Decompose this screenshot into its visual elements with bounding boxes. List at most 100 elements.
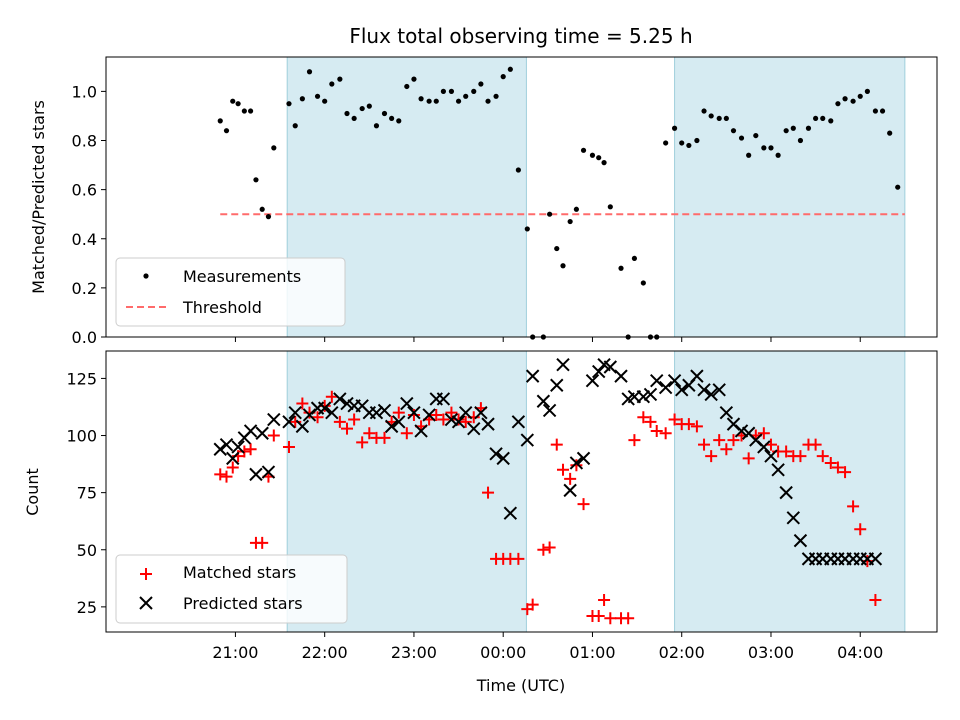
predicted-star-marker [757,440,771,454]
matched-star-marker [550,438,563,451]
predicted-star-marker [576,451,591,466]
matched-star-marker [378,431,391,444]
measurement-point [259,206,265,212]
x-tick-label: 03:00 [748,643,794,662]
predicted-star-marker [474,405,488,420]
measurement-point [671,125,678,131]
measurement-point [820,115,826,122]
predicted-star-marker [340,396,354,411]
measurement-point [217,118,223,124]
predicted-star-marker [511,415,526,429]
predicted-star-marker [333,392,347,406]
measurement-point [381,110,388,117]
shaded-observing-period [674,56,906,338]
top-shaded-periods [286,56,906,338]
measurement-point [463,93,469,99]
matched-star-marker [705,450,718,463]
matched-star-marker [847,500,860,513]
x-tick-label: 21:00 [212,643,258,662]
measurement-point [879,108,886,114]
measurement-point [515,167,521,173]
x-tick-label: 01:00 [569,643,615,662]
matched-star-marker [682,418,695,431]
bottom-y-axis: 25 50 75 100 125 [66,369,106,617]
predicted-star-marker [556,357,570,372]
matched-star-marker [622,612,635,625]
predicted-star-marker [542,403,557,418]
predicted-stars-points [213,357,883,566]
predicted-star-marker [550,378,564,392]
predicted-star-marker [675,383,689,397]
measurement-point [411,76,417,82]
measurement-point [761,145,767,151]
measurement-point [775,152,781,158]
y-tick-label: 0.6 [72,181,97,200]
shaded-observing-period [674,350,906,633]
predicted-star-marker [636,389,651,404]
matched-star-marker [482,486,495,499]
matched-star-marker [296,397,309,410]
measurement-point [554,245,560,252]
predicted-star-marker [467,421,481,436]
measurement-point [842,96,848,102]
bottom-y-axis-label: Count [23,468,42,516]
matched-star-marker [780,445,793,458]
matched-star-marker [824,456,837,469]
matched-star-marker [690,420,703,433]
matched-star-marker [794,450,807,463]
matched-star-marker [557,463,570,476]
matched-star-marker [869,594,882,607]
measurement-point [344,110,350,117]
measurement-point [455,98,462,104]
measurement-point [601,160,607,166]
measurement-point [524,226,530,232]
measurement-point [359,105,365,112]
y-tick-label: 1.0 [72,82,97,101]
top-x-ticks [234,337,861,342]
matched-star-marker [809,438,822,451]
measurement-point [337,76,343,82]
legend-measurements-label: Measurements [183,267,301,286]
predicted-star-marker [231,440,245,454]
matched-star-marker [537,543,550,556]
measurement-point [857,93,863,99]
matched-star-marker [356,436,369,449]
bottom-legend: Matched stars Predicted stars [115,554,348,624]
matched-star-marker [340,422,353,435]
measurement-point [271,145,277,151]
legend-predicted-label: Predicted stars [183,594,303,613]
predicted-star-marker [712,383,726,397]
matched-star-marker [854,523,867,536]
matched-star-marker [512,552,525,565]
matched-star-marker [325,390,338,403]
measurement-points [217,66,901,340]
measurement-point [694,137,700,144]
legend-measurements-marker [143,273,149,279]
matched-star-marker [244,443,257,456]
matched-star-marker [445,406,458,419]
measurement-point [589,152,596,158]
predicted-star-marker [643,387,658,402]
matched-star-marker [226,461,239,474]
x-axis-label: Time (UTC) [476,676,565,695]
matched-star-marker [289,415,302,428]
matched-star-marker [543,541,556,554]
matched-star-marker [333,415,346,428]
measurement-point [723,115,729,122]
matched-star-marker [592,610,605,623]
matched-star-marker [256,536,269,549]
measurement-point [426,98,432,104]
matched-star-marker [363,427,376,440]
x-tick-label: 22:00 [302,643,348,662]
measurement-point [864,88,870,94]
predicted-star-marker [771,463,785,477]
matched-star-marker [437,413,450,426]
measurement-point [314,93,321,99]
measurement-point [716,115,722,122]
matched-star-marker [348,413,361,426]
matched-star-marker [452,413,465,426]
matched-star-marker [604,612,617,625]
matched-star-marker [644,415,657,428]
matched-star-marker [668,413,681,426]
ratio-panel: 0.0 0.2 0.4 0.6 0.8 1.0 Matched/Predicted sta… [29,56,938,347]
